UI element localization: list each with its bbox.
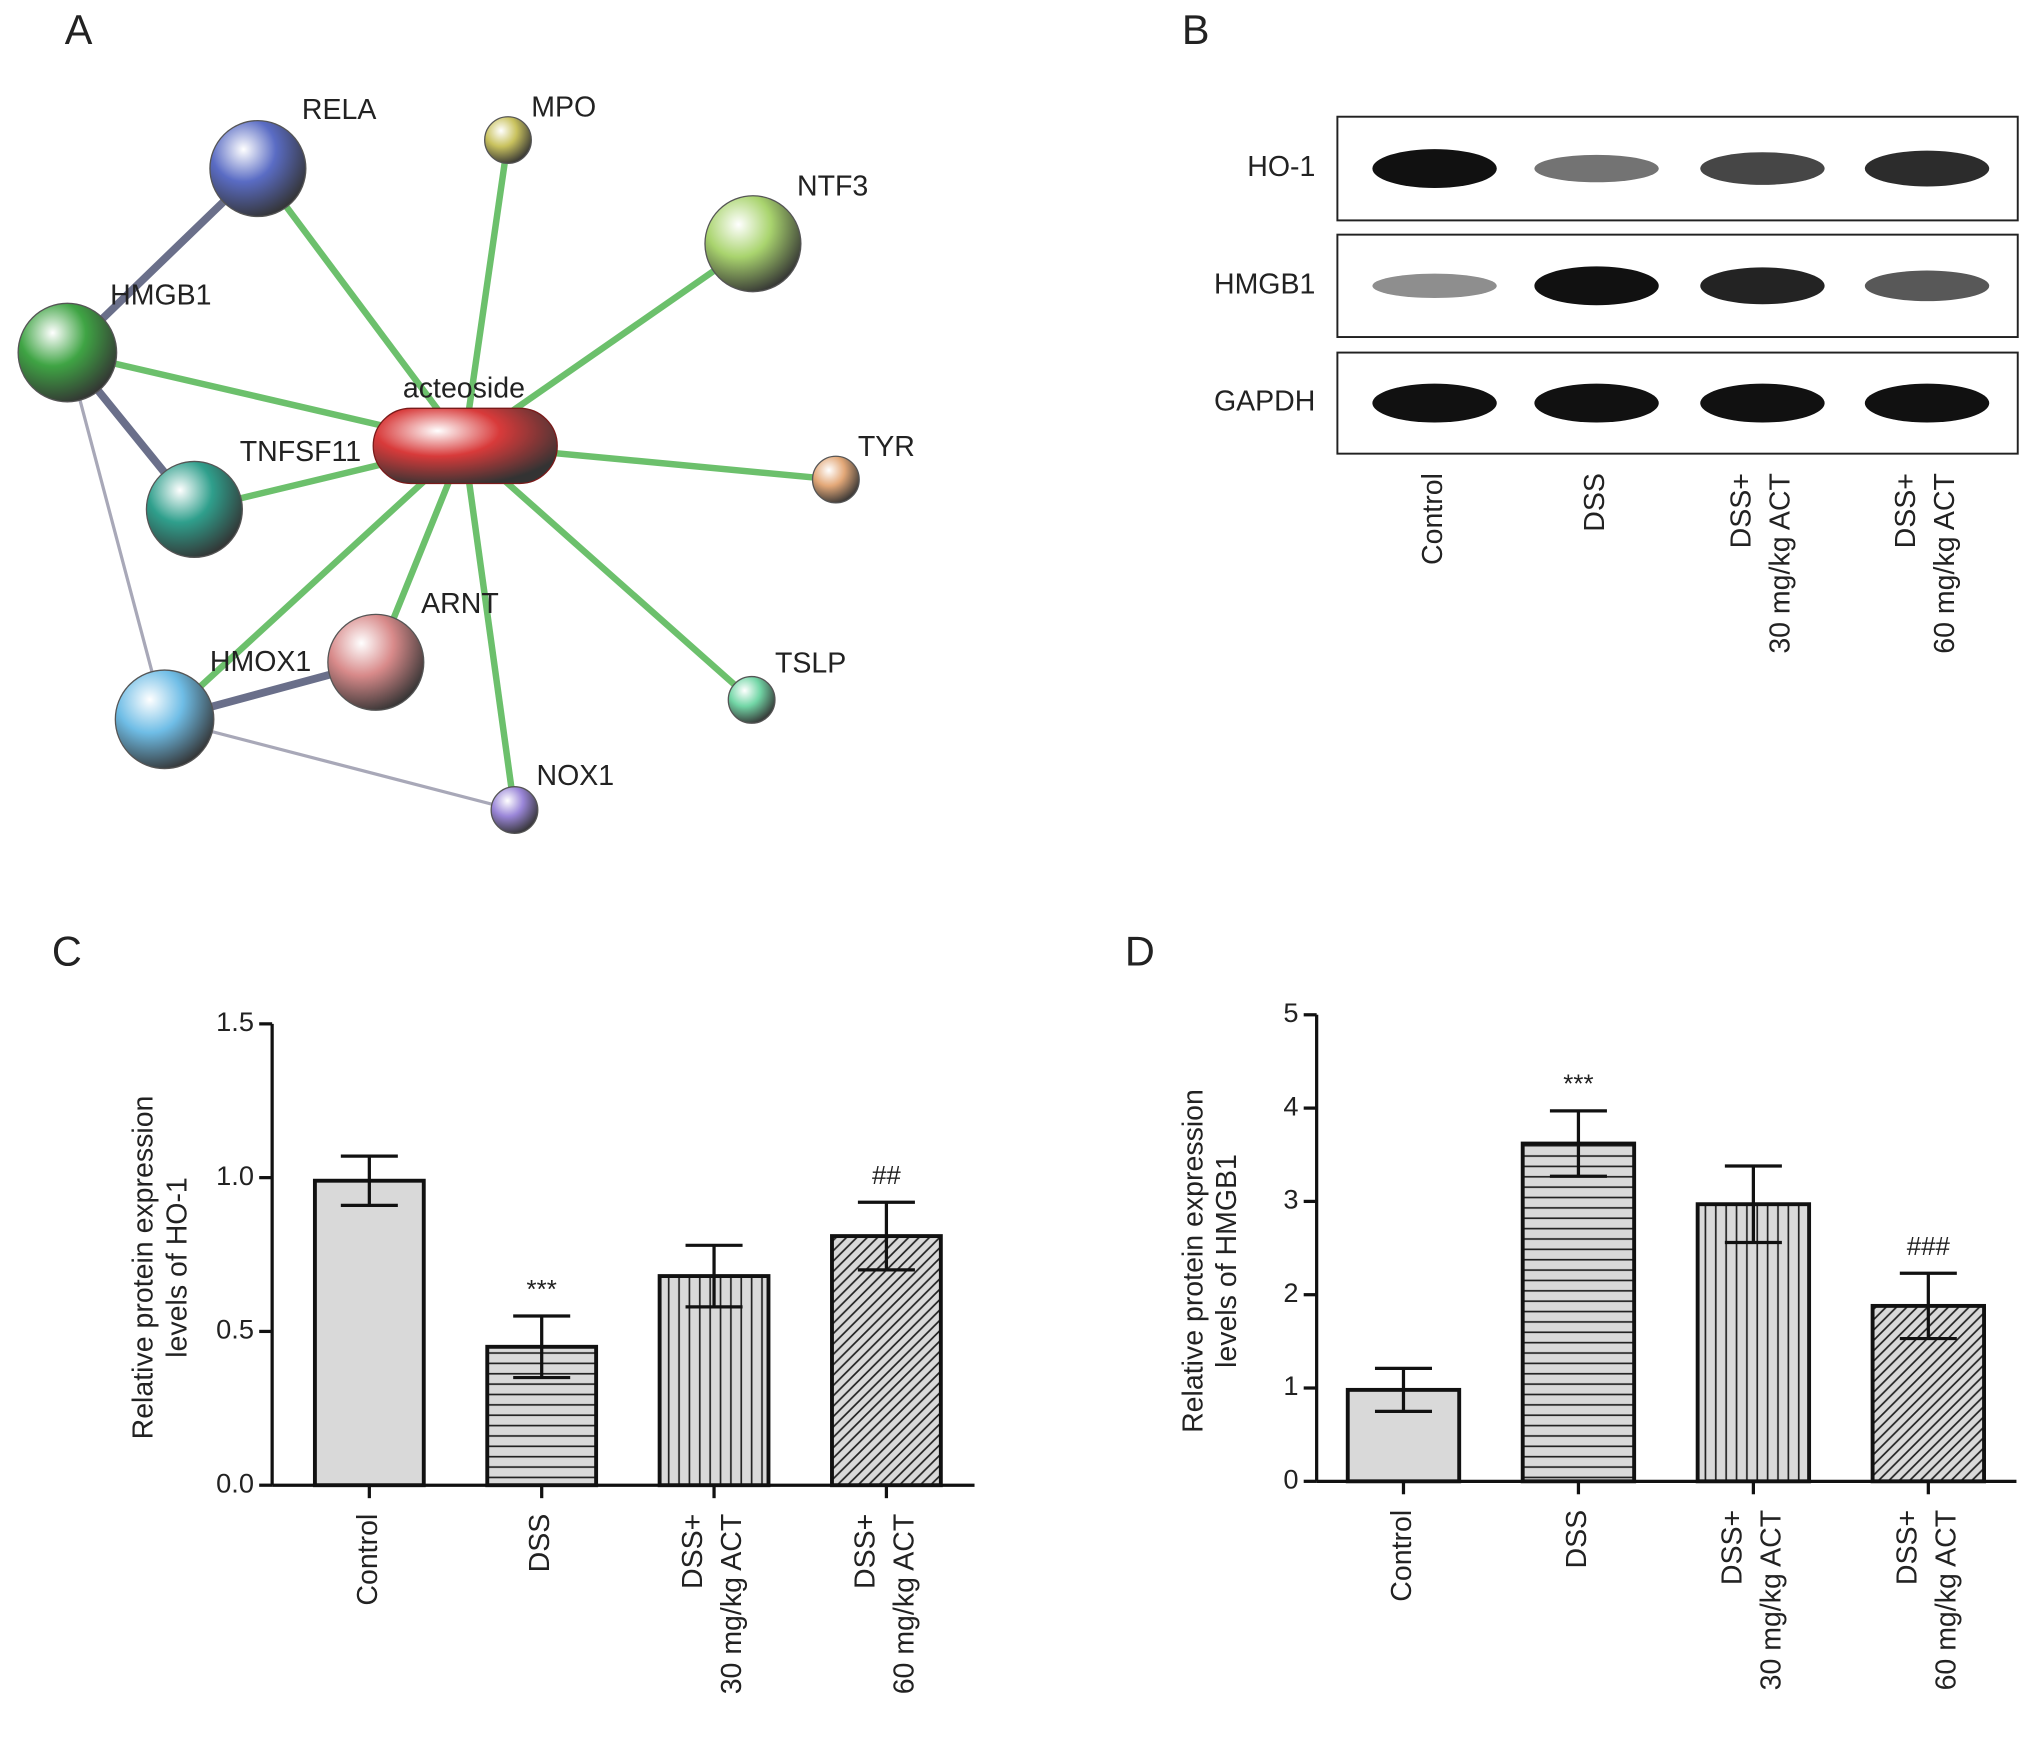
- error-bar: [1374, 1366, 1432, 1413]
- panel-label: A: [65, 6, 93, 53]
- node: [484, 116, 532, 165]
- edge: [255, 166, 467, 447]
- blot-band: [1864, 150, 1990, 187]
- node-label: TYR: [858, 431, 915, 463]
- panel-label: C: [52, 928, 82, 975]
- node-label: HMGB1: [110, 279, 211, 311]
- significance: ***: [1563, 1071, 1593, 1099]
- node: [811, 455, 860, 504]
- node: [145, 460, 243, 558]
- blot-lane-label: DSS+ 60 mg/kg ACT: [1890, 473, 1961, 654]
- x-tick-label: DSS: [1561, 1510, 1593, 1569]
- blot-lane-label: Control: [1417, 473, 1449, 565]
- significance: ***: [527, 1276, 557, 1304]
- blot-row-label: HO-1: [1247, 151, 1315, 183]
- node: [704, 195, 802, 293]
- y-tick-label: 3: [1283, 1184, 1298, 1215]
- x-tick-label: Control: [352, 1514, 384, 1606]
- edge: [164, 717, 515, 812]
- blot-band: [1372, 273, 1497, 299]
- y-tick-label: 5: [1283, 997, 1298, 1028]
- y-tick-label: 2: [1283, 1277, 1298, 1308]
- blot-band: [1534, 266, 1659, 306]
- x-tick-label: DSS+ 60 mg/kg ACT: [850, 1514, 921, 1695]
- node-label: RELA: [302, 94, 376, 126]
- y-tick-label: 1: [1283, 1370, 1298, 1401]
- error-bar: [1724, 1164, 1782, 1245]
- blot-band: [1700, 383, 1825, 423]
- node: [209, 119, 307, 218]
- x-tick-label: DSS+ 60 mg/kg ACT: [1891, 1510, 1962, 1691]
- blot-band: [1864, 383, 1990, 423]
- blot-lane-label: DSS+ 30 mg/kg ACT: [1726, 473, 1797, 654]
- bar: [1695, 1202, 1812, 1484]
- blot-band: [1372, 149, 1497, 188]
- blot-band: [1534, 383, 1659, 423]
- x-tick-label: DSS+ 30 mg/kg ACT: [1716, 1510, 1787, 1691]
- y-tick-label: 1.0: [216, 1160, 254, 1191]
- blot-row-label: HMGB1: [1214, 268, 1315, 300]
- node: [114, 669, 215, 770]
- x-tick-label: Control: [1386, 1510, 1418, 1602]
- x-tick-label: DSS: [524, 1514, 556, 1573]
- node-label: TNFSF11: [240, 436, 361, 468]
- edge: [162, 442, 467, 722]
- node-label: MPO: [531, 91, 596, 123]
- node-label: acteoside: [403, 373, 525, 405]
- y-axis-label: Relative protein expressionlevels of HMG…: [1177, 1089, 1243, 1433]
- node: [327, 613, 425, 711]
- node: [490, 786, 539, 835]
- blot-band: [1864, 270, 1990, 302]
- node: [727, 675, 776, 724]
- y-tick-label: 0.5: [216, 1314, 254, 1345]
- node-label: TSLP: [775, 647, 846, 679]
- error-bar: [340, 1154, 398, 1207]
- node: [372, 407, 558, 485]
- y-tick-label: 4: [1283, 1090, 1298, 1121]
- bar: [657, 1274, 771, 1488]
- node-label: NOX1: [537, 760, 615, 792]
- x-tick-label: DSS+ 30 mg/kg ACT: [677, 1514, 748, 1695]
- panel-label: D: [1125, 928, 1155, 975]
- y-tick-label: 1.5: [216, 1006, 254, 1037]
- blot-band: [1700, 152, 1825, 185]
- blot-band: [1534, 154, 1659, 183]
- y-tick-label: 0: [1283, 1464, 1298, 1495]
- blot-lane-label: DSS: [1579, 473, 1611, 532]
- significance: ##: [872, 1162, 901, 1190]
- error-bar: [685, 1243, 743, 1309]
- edge: [65, 352, 167, 720]
- node-label: ARNT: [421, 588, 499, 620]
- node-label: NTF3: [797, 171, 868, 203]
- y-tick-label: 0.0: [216, 1467, 254, 1498]
- edge: [460, 444, 518, 811]
- bar: [830, 1234, 943, 1488]
- blot-row-label: GAPDH: [1214, 386, 1315, 418]
- edge: [460, 139, 512, 446]
- bar: [312, 1178, 426, 1488]
- edge: [461, 442, 754, 703]
- bar: [1520, 1141, 1637, 1484]
- error-bar: [1549, 1109, 1607, 1178]
- blot-band: [1700, 267, 1825, 305]
- node-label: HMOX1: [210, 646, 311, 678]
- y-axis-label: Relative protein expressionlevels of HO-…: [128, 1096, 194, 1440]
- blot-band: [1372, 383, 1497, 423]
- significance: ###: [1907, 1233, 1951, 1261]
- error-bar: [1899, 1271, 1957, 1341]
- error-bar: [857, 1200, 915, 1272]
- panel-label: B: [1182, 6, 1210, 53]
- node: [17, 302, 118, 403]
- error-bar: [513, 1314, 571, 1380]
